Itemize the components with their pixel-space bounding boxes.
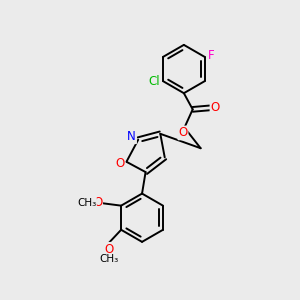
Text: O: O bbox=[93, 196, 102, 209]
Text: O: O bbox=[115, 157, 124, 170]
Text: N: N bbox=[128, 130, 136, 143]
Text: O: O bbox=[105, 243, 114, 256]
Text: Cl: Cl bbox=[148, 75, 160, 88]
Text: O: O bbox=[178, 126, 188, 140]
Text: CH₃: CH₃ bbox=[100, 254, 119, 264]
Text: F: F bbox=[208, 49, 214, 62]
Text: CH₃: CH₃ bbox=[77, 198, 96, 208]
Text: O: O bbox=[210, 101, 220, 114]
